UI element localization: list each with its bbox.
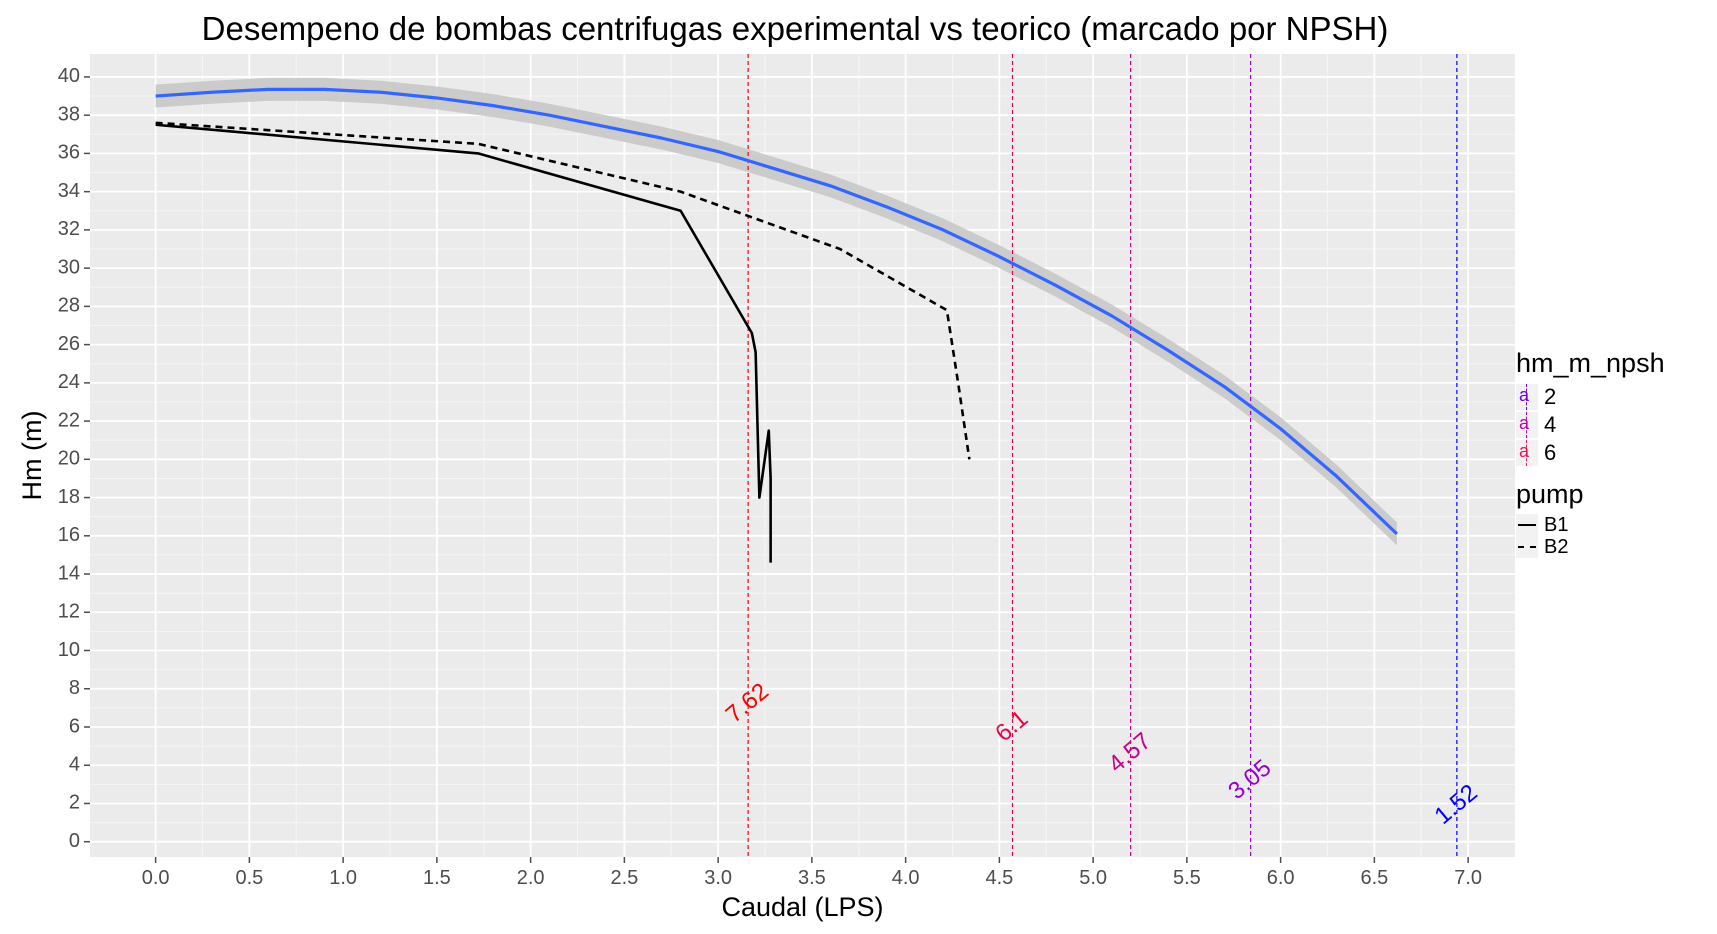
legend-pump-key [1516,536,1538,558]
x-tick-label: 5.5 [1173,867,1201,889]
x-tick-label: 5.0 [1079,867,1107,889]
x-axis-title: Caudal (LPS) [721,892,883,922]
y-axis-title: Hm (m) [17,411,47,501]
y-tick-label: 10 [58,639,80,661]
legend-pump-item: B2 [1516,536,1665,558]
x-tick-label: 1.5 [423,867,451,889]
y-tick-label: 28 [58,295,80,317]
x-tick-label: 2.0 [517,867,545,889]
y-tick-label: 40 [58,65,80,87]
y-tick-label: 20 [58,448,80,470]
y-tick-label: 16 [58,524,80,546]
y-tick-label: 14 [58,562,80,584]
legend-pump-item: B1 [1516,514,1665,536]
y-tick-label: 38 [58,103,80,125]
fitted-curve [155,87,1398,536]
legend-npsh-label: 2 [1544,384,1557,409]
series-line-b2 [155,121,971,460]
y-tick-label: 32 [58,218,80,240]
confidence-band [155,77,1397,546]
y-tick-label: 4 [69,754,80,776]
legend-npsh-label: 6 [1544,440,1557,465]
y-tick-label: 26 [58,333,80,355]
y-tick-label: 30 [58,256,80,278]
legend-npsh-key: a [1516,384,1538,410]
x-tick-label: 4.0 [892,867,920,889]
y-tick-label: 22 [58,409,80,431]
x-tick-label: 0.0 [142,867,170,889]
legend-pump-label: B1 [1544,513,1569,536]
legend-npsh-key: a [1516,412,1538,438]
y-tick-label: 12 [58,601,80,623]
x-tick-label: 4.5 [985,867,1013,889]
legend-pump-key [1516,514,1538,536]
x-tick-label: 0.5 [235,867,263,889]
series-line-b1 [155,123,772,563]
x-tick-label: 6.5 [1360,867,1388,889]
x-tick-label: 7.0 [1454,867,1482,889]
chart-title: Desempeno de bombas centrifugas experime… [201,10,1389,47]
legend-npsh-key: a [1516,440,1538,466]
legend-npsh-title: hm_m_npsh [1516,348,1665,378]
x-tick-label: 6.0 [1267,867,1295,889]
y-tick-label: 34 [58,180,80,202]
y-tick-label: 36 [58,142,80,164]
x-tick-label: 3.0 [704,867,732,889]
x-tick-label: 1.0 [329,867,357,889]
x-tick-label: 3.5 [798,867,826,889]
legend-pump-title: pump [1516,479,1584,509]
legend-pump-label: B2 [1544,535,1569,558]
x-tick-label: 2.5 [610,867,638,889]
y-tick-label: 6 [69,715,80,737]
y-tick-label: 2 [69,792,80,814]
y-tick-label: 8 [69,677,80,699]
legend-npsh-label: 4 [1544,412,1557,437]
y-tick-label: 24 [58,371,80,393]
y-tick-label: 0 [69,830,80,852]
y-tick-label: 18 [58,486,80,508]
